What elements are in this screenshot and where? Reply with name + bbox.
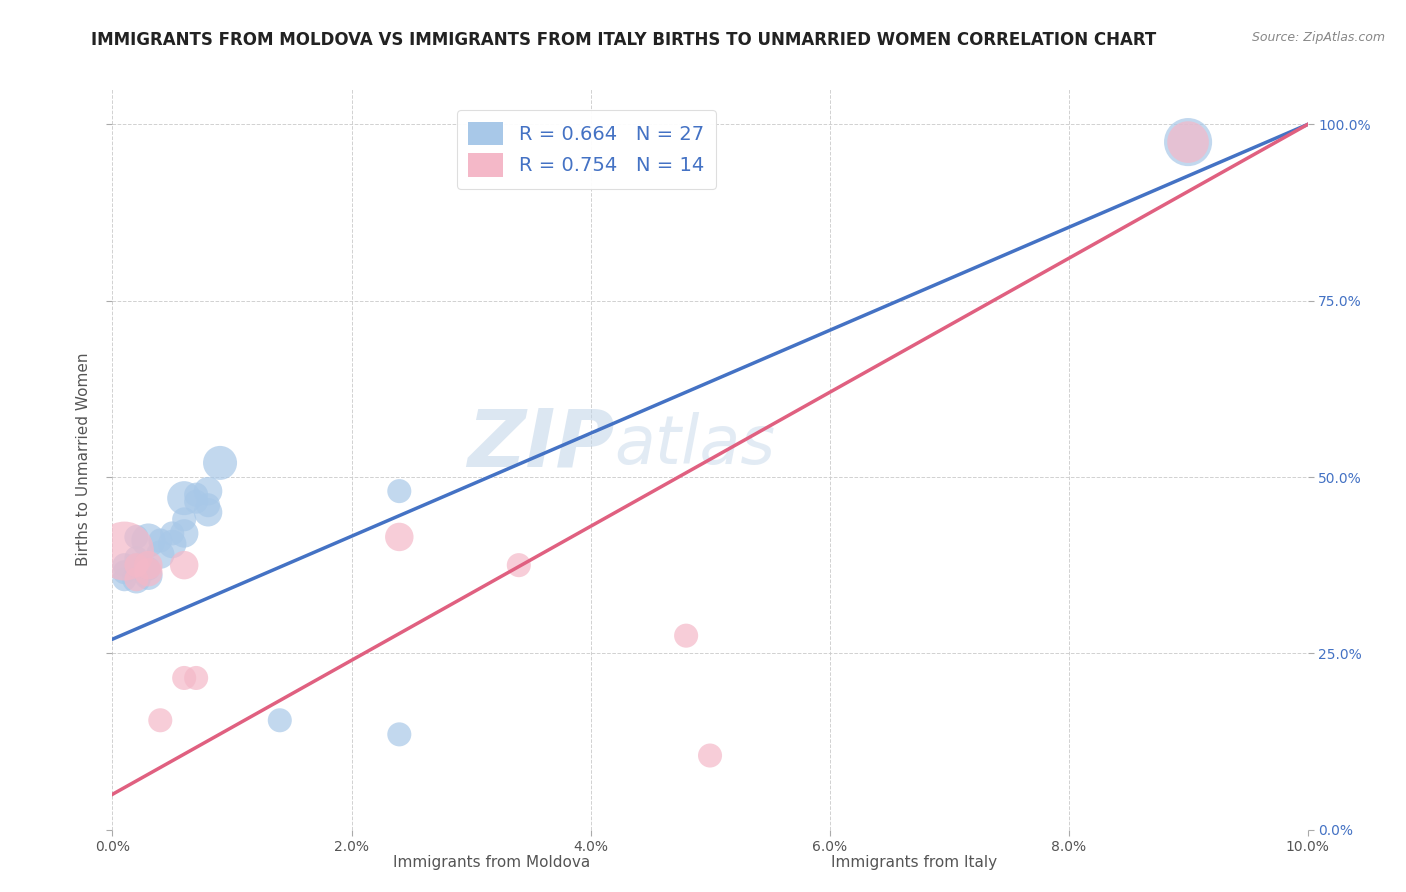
Text: IMMIGRANTS FROM MOLDOVA VS IMMIGRANTS FROM ITALY BIRTHS TO UNMARRIED WOMEN CORRE: IMMIGRANTS FROM MOLDOVA VS IMMIGRANTS FR… — [91, 31, 1157, 49]
Point — [138, 565, 160, 579]
Point — [197, 484, 219, 499]
Point — [162, 537, 183, 551]
Point — [699, 748, 721, 763]
Point — [1177, 135, 1199, 149]
Point — [125, 551, 148, 566]
Point — [125, 558, 148, 573]
Point — [138, 533, 160, 548]
Point — [114, 544, 135, 558]
Y-axis label: Births to Unmarried Women: Births to Unmarried Women — [76, 352, 91, 566]
Point — [125, 530, 148, 544]
Point — [162, 526, 183, 541]
Point — [388, 727, 411, 741]
Point — [173, 526, 195, 541]
Point — [1177, 135, 1199, 149]
Point — [186, 488, 208, 502]
Point — [186, 494, 208, 508]
Point — [186, 671, 208, 685]
Point — [125, 572, 148, 586]
Legend: R = 0.664   N = 27, R = 0.754   N = 14: R = 0.664 N = 27, R = 0.754 N = 14 — [457, 110, 716, 188]
Point — [125, 572, 148, 586]
Text: Immigrants from Moldova: Immigrants from Moldova — [394, 855, 591, 870]
Point — [173, 671, 195, 685]
Text: Source: ZipAtlas.com: Source: ZipAtlas.com — [1251, 31, 1385, 45]
Point — [138, 568, 160, 582]
Point — [149, 713, 172, 727]
Point — [114, 572, 135, 586]
Point — [114, 565, 135, 579]
Point — [675, 629, 697, 643]
Point — [173, 512, 195, 526]
Point — [138, 558, 160, 573]
Text: Immigrants from Italy: Immigrants from Italy — [831, 855, 997, 870]
Point — [197, 505, 219, 519]
Point — [173, 558, 195, 573]
Point — [209, 456, 232, 470]
Point — [125, 558, 148, 573]
Point — [173, 491, 195, 505]
Point — [269, 713, 291, 727]
Point — [149, 533, 172, 548]
Point — [149, 548, 172, 562]
Point — [197, 498, 219, 512]
Point — [138, 562, 160, 576]
Point — [388, 530, 411, 544]
Point — [388, 484, 411, 499]
Text: atlas: atlas — [614, 411, 776, 477]
Point — [114, 558, 135, 573]
Point — [508, 558, 530, 573]
Text: ZIP: ZIP — [467, 406, 614, 483]
